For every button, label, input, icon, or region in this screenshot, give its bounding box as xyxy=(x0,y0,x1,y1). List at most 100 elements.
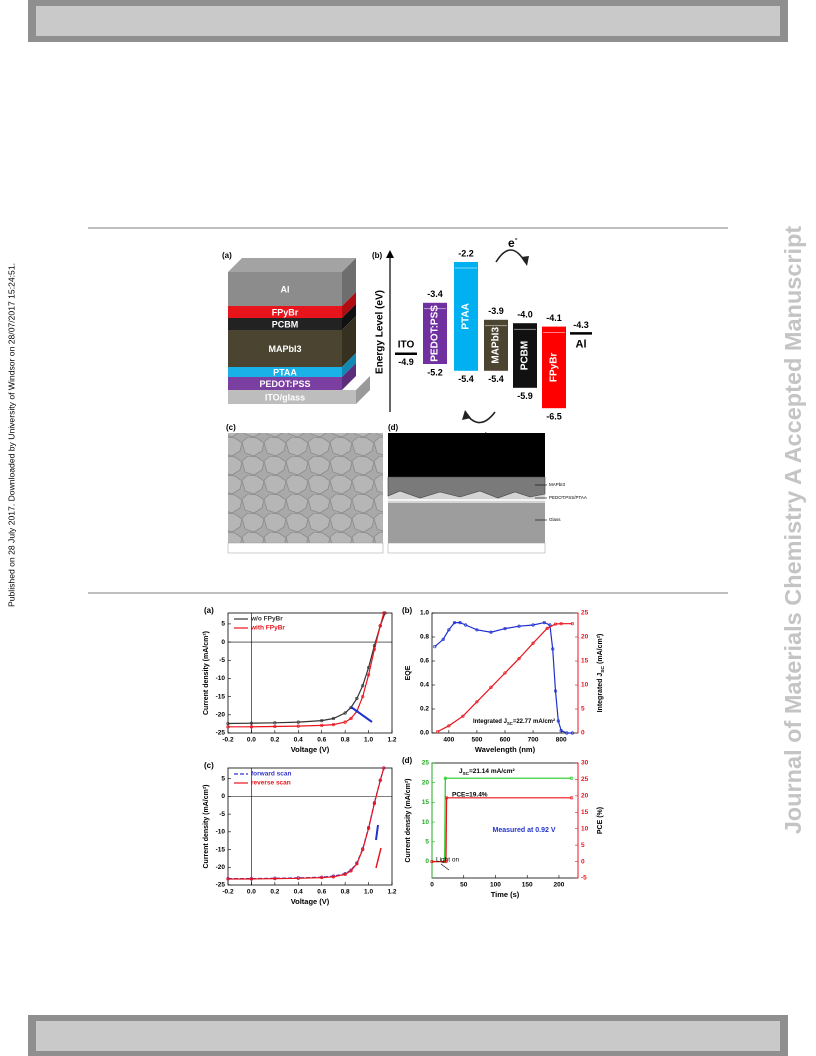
sem-label: Glass xyxy=(549,517,561,522)
series-marker xyxy=(503,671,507,675)
electron-arrowhead xyxy=(521,256,529,266)
series-marker xyxy=(447,724,451,728)
series-line xyxy=(227,612,386,725)
header-bar-inner xyxy=(36,6,780,36)
x-axis-label: Voltage (V) xyxy=(291,745,330,754)
stack-side xyxy=(342,316,356,367)
stack-layer xyxy=(228,330,342,367)
panel-label: (a) xyxy=(204,606,214,615)
series-marker xyxy=(559,728,563,733)
series-marker xyxy=(475,700,479,704)
y-tick-label: 0 xyxy=(221,639,225,646)
y-tick-label: 0 xyxy=(221,793,225,800)
y-tick-label: -20 xyxy=(216,712,226,719)
y-tick-label: 1.0 xyxy=(420,610,429,617)
x-tick-label: 0.8 xyxy=(341,737,350,744)
y-tick-label: 15 xyxy=(422,799,430,806)
material-name: PTAA xyxy=(461,303,472,329)
annotation-part: Integrated J xyxy=(473,719,507,725)
stack-layer xyxy=(228,367,342,377)
y-tick-label: -5 xyxy=(219,657,225,664)
series-marker xyxy=(452,620,457,625)
series-marker xyxy=(443,776,447,780)
x-tick-label: 1.0 xyxy=(364,737,373,744)
energy-bar xyxy=(542,326,566,409)
series-marker xyxy=(372,647,377,651)
sem-info-bar xyxy=(387,542,546,554)
annotation-part: =21.14 mA/cm² xyxy=(469,768,516,775)
stack-layer xyxy=(228,318,342,330)
series-marker xyxy=(361,695,365,699)
electrode-name: ITO xyxy=(398,339,415,350)
x-tick-label: 0.0 xyxy=(247,889,256,896)
y-tick-label: 0 xyxy=(425,858,429,865)
series-marker xyxy=(517,624,521,628)
level-label: -3.4 xyxy=(427,289,443,299)
electron-label-part: e xyxy=(508,236,515,250)
x-tick-label: 0.4 xyxy=(294,737,303,744)
series-marker xyxy=(349,716,353,721)
stack-label: PEDOT:PSS xyxy=(259,379,310,389)
electron-label-part: - xyxy=(515,233,518,243)
x-tick-label: 0.2 xyxy=(270,889,279,896)
series-marker xyxy=(226,877,230,881)
stack-label: Al xyxy=(281,284,290,294)
y-tick-label: 0.0 xyxy=(420,730,429,737)
sem-label: MAPbI3 xyxy=(549,482,566,487)
x-axis-label: Wavelength (nm) xyxy=(475,745,536,754)
series-marker xyxy=(556,719,560,723)
y-tick-label: -15 xyxy=(216,693,226,700)
series-marker xyxy=(378,778,382,783)
level-label: -4.9 xyxy=(398,357,414,367)
y2-tick-label: 5 xyxy=(581,706,585,713)
series-marker xyxy=(570,776,574,780)
energy-axis-arrow xyxy=(386,250,394,258)
stack-layer xyxy=(228,272,342,306)
y-tick-label: 5 xyxy=(221,621,225,628)
x-axis-label: Time (s) xyxy=(491,890,520,899)
y2-tick-label: 20 xyxy=(581,793,589,800)
x-tick-label: 0.6 xyxy=(317,889,326,896)
sem-info-bar xyxy=(227,542,384,554)
level-label: -5.4 xyxy=(458,374,474,384)
series-marker xyxy=(366,673,371,677)
level-label: -5.4 xyxy=(488,374,504,384)
series-marker xyxy=(249,721,254,725)
series-marker xyxy=(355,696,359,701)
annotation: Integrated JSC=22.77 mA/cm² xyxy=(473,718,555,726)
panel-label: (b) xyxy=(402,606,413,615)
scan-arrow xyxy=(375,824,379,841)
stack-layer xyxy=(228,306,342,318)
energy-bar xyxy=(484,319,508,371)
y2-axis-label-part: PCE (%) xyxy=(597,807,604,834)
series-marker xyxy=(542,620,546,625)
y-tick-label: 0.8 xyxy=(420,634,429,641)
annotation-part: SC xyxy=(507,721,513,726)
series-marker xyxy=(320,719,324,723)
scan-arrow xyxy=(375,847,382,869)
series-marker xyxy=(517,656,521,661)
series-marker xyxy=(343,711,347,715)
x-tick-label: 100 xyxy=(490,882,501,889)
panel-label: (b) xyxy=(372,251,383,260)
series-marker xyxy=(559,622,563,626)
annotation-part: SC xyxy=(463,771,470,776)
series-marker xyxy=(553,689,558,693)
x-tick-label: -0.2 xyxy=(222,889,234,896)
legend-label: with FPyBr xyxy=(250,625,285,632)
material-name: FPyBr xyxy=(549,353,560,383)
x-tick-label: 150 xyxy=(522,882,533,889)
light-pointer xyxy=(440,863,450,871)
y-tick-label: -25 xyxy=(216,730,226,737)
y-tick-label: 10 xyxy=(422,819,430,826)
material-name: PEDOT:PSS xyxy=(430,305,441,362)
sem-perovskite xyxy=(387,476,546,499)
legend-label: reverse scan xyxy=(251,780,291,787)
level-label: -4.1 xyxy=(546,313,562,323)
electron-arrow xyxy=(495,249,526,263)
energy-bar xyxy=(454,262,478,371)
y-tick-label: -25 xyxy=(216,882,226,889)
x-tick-label: 1.0 xyxy=(364,889,373,896)
series-marker xyxy=(273,724,277,729)
